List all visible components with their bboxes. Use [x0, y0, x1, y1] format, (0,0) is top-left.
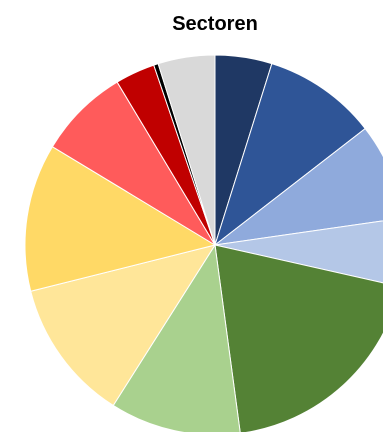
chart-title: Sectoren	[172, 13, 258, 35]
pie-slice-6	[112, 243, 241, 432]
pie-slice-8	[24, 146, 217, 292]
pie-slice-9	[51, 81, 216, 246]
pie-slice-4	[214, 220, 383, 284]
pie-slice-3	[213, 127, 383, 246]
pie-slice-5	[214, 244, 383, 432]
pie-slice-12	[157, 54, 216, 246]
pie-slice-2	[214, 63, 366, 247]
pie-slice-7	[30, 244, 217, 407]
